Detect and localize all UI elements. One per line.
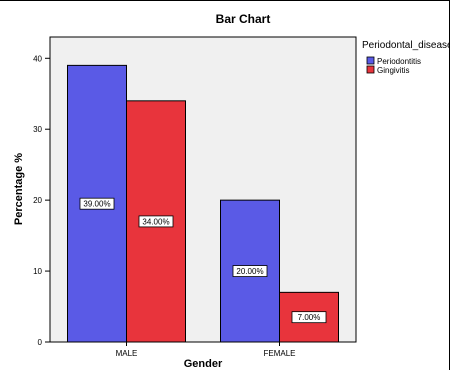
x-tick-label-male: MALE — [116, 349, 138, 358]
x-axis-title: Gender — [184, 358, 223, 370]
data-label: 34.00% — [142, 217, 169, 226]
data-label: 20.00% — [236, 267, 263, 276]
y-axis-title: Percentage % — [13, 153, 25, 225]
legend-swatch-periodontitis — [366, 56, 375, 65]
data-label-box — [79, 197, 115, 210]
x-axis: MALE FEMALE — [116, 342, 296, 358]
data-labels-group: 39.00% 34.00% 20.00% 7.00% — [79, 197, 327, 324]
data-label: 39.00% — [83, 200, 110, 209]
y-axis: 0 10 20 30 40 — [33, 54, 50, 347]
y-tick-label: 30 — [33, 125, 42, 134]
legend-title: Periodontal_disease — [362, 40, 450, 51]
y-tick-label: 10 — [33, 267, 42, 276]
chart-title: Bar Chart — [216, 12, 271, 26]
y-tick-label: 20 — [33, 196, 42, 205]
y-tick-label: 0 — [38, 338, 43, 347]
legend-label-gingivitis: Gingivitis — [377, 66, 409, 75]
legend: Periodontal_disease PeriodontitisGingivi… — [362, 40, 450, 75]
data-label-box — [232, 265, 268, 277]
data-label-box — [138, 215, 174, 228]
y-tick-label: 40 — [33, 54, 42, 63]
data-label-box — [291, 311, 327, 324]
x-tick-label-female: FEMALE — [263, 349, 295, 358]
legend-swatch-gingivitis — [366, 65, 375, 74]
legend-label-periodontitis: Periodontitis — [377, 57, 421, 66]
data-label: 7.00% — [298, 313, 321, 322]
